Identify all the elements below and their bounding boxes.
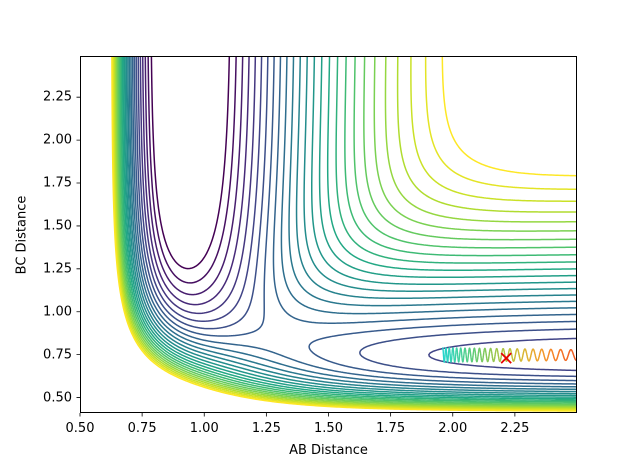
x-tick-label: 0.75 (127, 421, 157, 436)
x-axis-label: AB Distance (289, 443, 368, 458)
y-tick-label: 1.50 (43, 218, 72, 234)
x-tick-label: 2.25 (500, 421, 530, 436)
x-tick-label: 0.50 (65, 421, 95, 436)
x-tick-label: 2.00 (438, 421, 468, 436)
y-tick-label: 0.75 (43, 347, 72, 363)
x-tick-label: 1.25 (251, 421, 281, 436)
y-tick-label: 0.50 (43, 390, 72, 406)
x-tick-label: 1.75 (376, 421, 406, 436)
y-axis-label: BC Distance (14, 195, 30, 274)
x-tick-label: 1.50 (314, 421, 343, 436)
y-tick-label: 1.25 (43, 261, 72, 277)
x-tick-label: 1.00 (189, 421, 219, 436)
y-tick-label: 2.25 (43, 89, 72, 105)
y-tick-label: 1.00 (43, 304, 72, 320)
y-tick-label: 2.00 (43, 132, 72, 148)
y-tick-label: 1.75 (43, 175, 72, 191)
